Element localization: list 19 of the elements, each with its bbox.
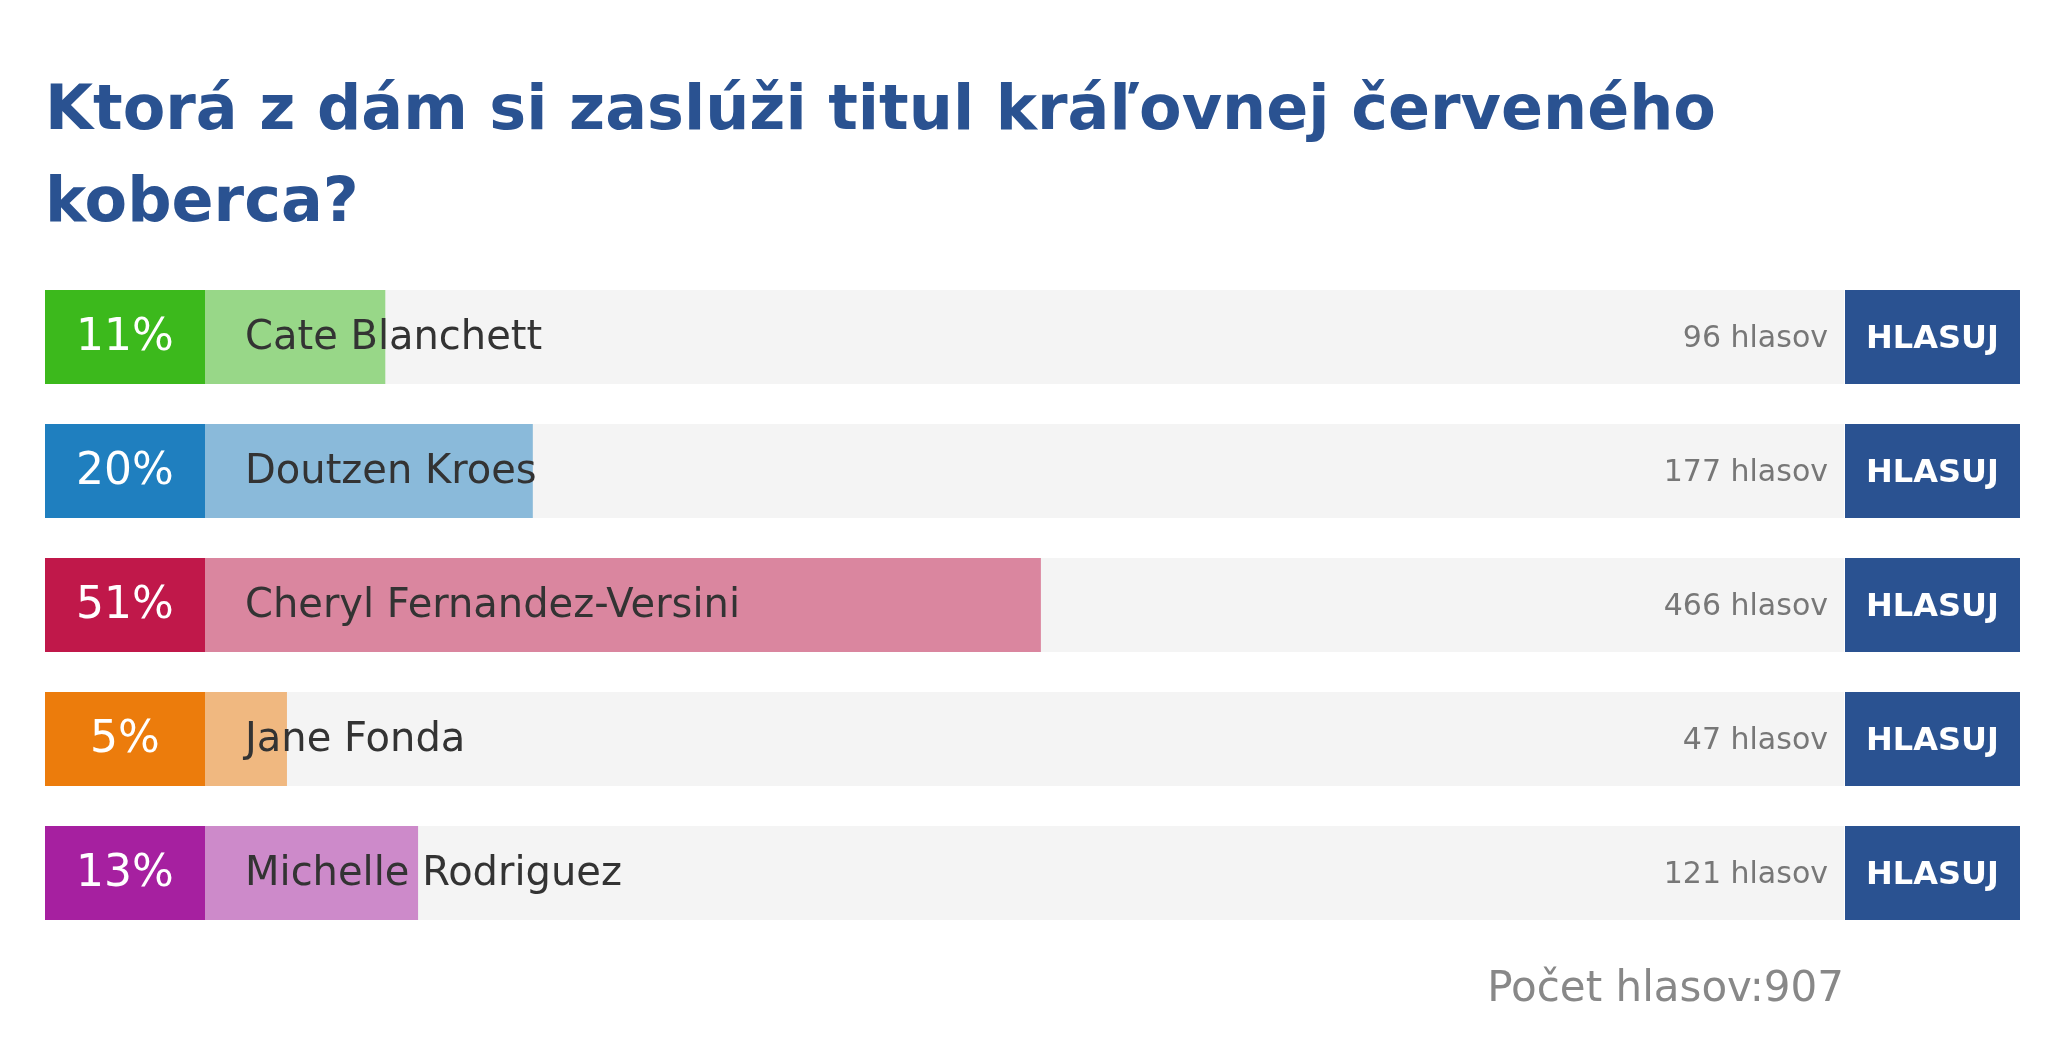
text: HLASUJ (1866, 854, 1999, 892)
annotation: 121 hlasov (1663, 854, 1828, 890)
y-tick-label: Michelle Rodriguez (245, 848, 622, 895)
annotation: 47 hlasov (1682, 720, 1828, 756)
y-tick-label: Cheryl Fernandez-Versini (245, 580, 741, 627)
text: HLASUJ (1866, 452, 1999, 490)
annotation: 177 hlasov (1663, 452, 1828, 488)
data-label: 11% (76, 309, 174, 361)
annotation: 466 hlasov (1663, 586, 1828, 622)
data-label: 5% (90, 711, 160, 763)
text: HLASUJ (1866, 586, 1999, 624)
text: Počet hlasov:907 (1487, 962, 1844, 1011)
annotation: 96 hlasov (1682, 318, 1828, 354)
text: HLASUJ (1845, 290, 2020, 384)
text: HLASUJ (1866, 720, 1999, 758)
data-label: 20% (76, 443, 174, 495)
chart-title: Ktorá z dám si zaslúži titul kráľovnej červeného koberca? (45, 70, 1717, 238)
data-label: 51% (76, 577, 174, 629)
data-label: 13% (76, 845, 174, 897)
